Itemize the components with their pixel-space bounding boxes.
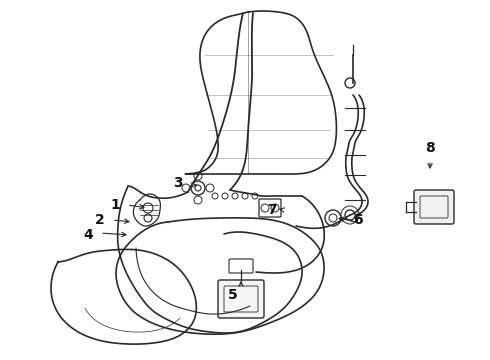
Text: 7: 7 (267, 203, 277, 217)
FancyBboxPatch shape (218, 280, 264, 318)
Text: 3: 3 (173, 176, 183, 190)
Text: 4: 4 (83, 228, 93, 242)
Text: 1: 1 (110, 198, 120, 212)
Text: 5: 5 (228, 288, 238, 302)
Text: 2: 2 (95, 213, 105, 227)
Text: 8: 8 (425, 141, 435, 155)
Text: 6: 6 (353, 213, 363, 227)
FancyBboxPatch shape (414, 190, 454, 224)
